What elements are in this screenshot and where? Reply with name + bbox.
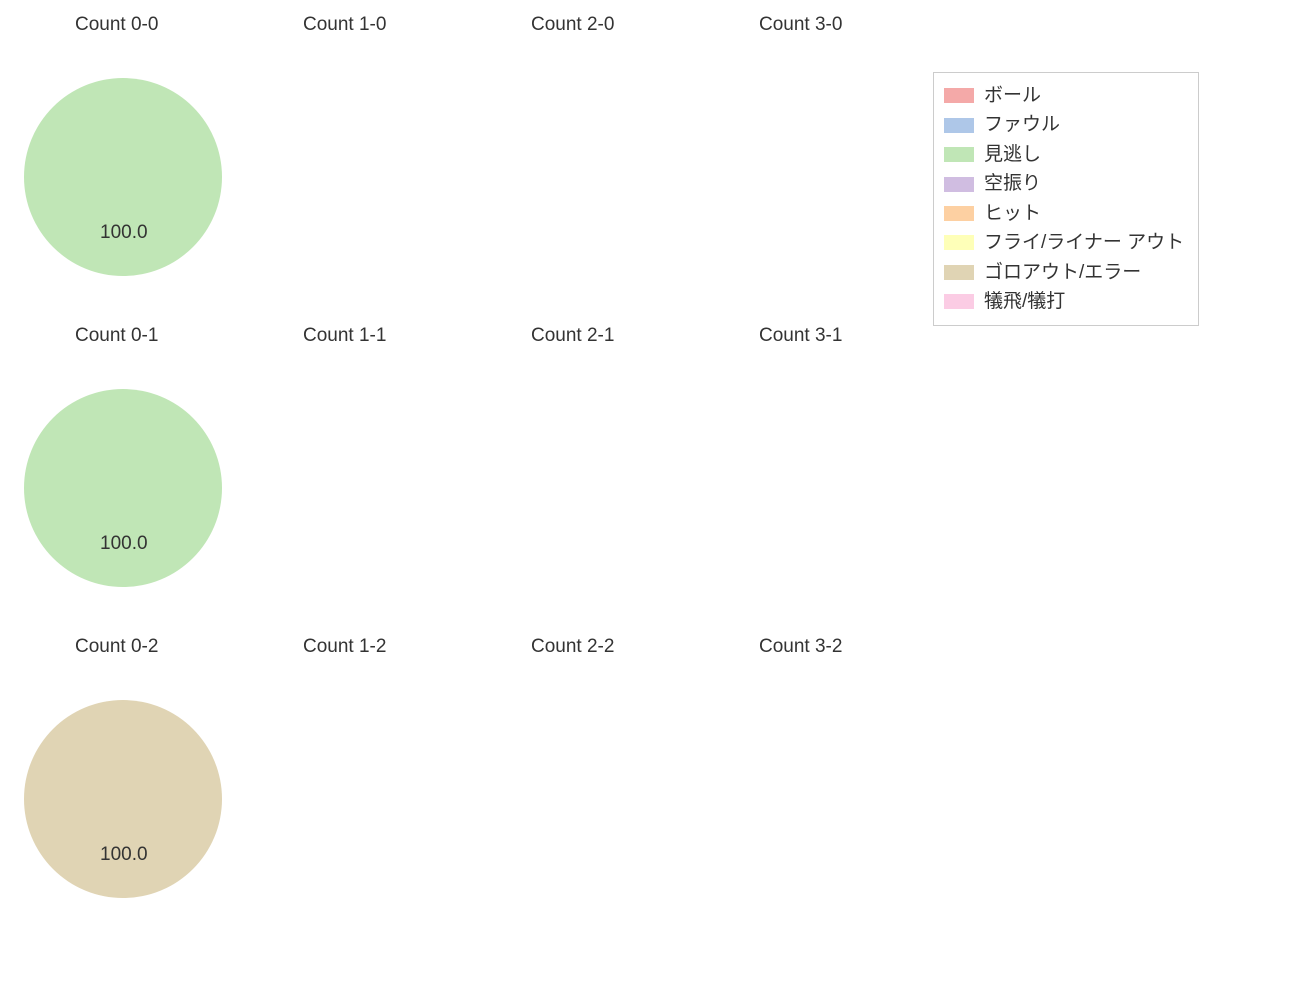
legend-item-swing: 空振り bbox=[944, 169, 1184, 198]
legend-swatch bbox=[944, 206, 974, 221]
legend-label: 犠飛/犠打 bbox=[984, 287, 1065, 316]
pie bbox=[24, 389, 222, 587]
chart-canvas: Count 0-0 100.0 Count 1-0 Count 2-0 Count 3-… bbox=[0, 0, 1300, 1000]
legend-swatch bbox=[944, 147, 974, 162]
legend-item-flyout: フライ/ライナー アウト bbox=[944, 228, 1184, 257]
panel-count-1-1: Count 1-1 bbox=[237, 325, 465, 636]
panel-count-1-0: Count 0-1 100.0 bbox=[9, 325, 237, 636]
legend-label: ヒット bbox=[984, 199, 1041, 228]
legend-item-called: 見逃し bbox=[944, 140, 1184, 169]
legend-swatch bbox=[944, 235, 974, 250]
panel-count-0-1: Count 1-0 bbox=[237, 14, 465, 325]
panel-title: Count 1-0 bbox=[303, 14, 386, 36]
panel-title: Count 2-2 bbox=[531, 636, 614, 658]
legend-item-foul: ファウル bbox=[944, 110, 1184, 139]
pie bbox=[24, 700, 222, 898]
panel-title: Count 3-0 bbox=[759, 14, 842, 36]
legend-swatch bbox=[944, 265, 974, 280]
panel-title: Count 0-1 bbox=[75, 325, 158, 347]
legend-label: ファウル bbox=[984, 110, 1060, 139]
panel-count-0-2: Count 2-0 bbox=[465, 14, 693, 325]
panel-count-2-3: Count 3-2 bbox=[693, 636, 921, 947]
legend-swatch bbox=[944, 88, 974, 103]
legend-item-hit: ヒット bbox=[944, 199, 1184, 228]
panel-count-0-0: Count 0-0 100.0 bbox=[9, 14, 237, 325]
panel-count-1-2: Count 2-1 bbox=[465, 325, 693, 636]
pie bbox=[24, 78, 222, 276]
panel-title: Count 2-0 bbox=[531, 14, 614, 36]
legend-swatch bbox=[944, 118, 974, 133]
legend-item-sac: 犠飛/犠打 bbox=[944, 287, 1184, 316]
pie-value-label: 100.0 bbox=[100, 844, 148, 866]
panel-count-1-3: Count 3-1 bbox=[693, 325, 921, 636]
legend-item-groundout: ゴロアウト/エラー bbox=[944, 258, 1184, 287]
panel-count-2-1: Count 1-2 bbox=[237, 636, 465, 947]
panel-title: Count 1-2 bbox=[303, 636, 386, 658]
legend-label: ボール bbox=[984, 81, 1041, 110]
panel-count-0-3: Count 3-0 bbox=[693, 14, 921, 325]
legend-swatch bbox=[944, 294, 974, 309]
pie-value-label: 100.0 bbox=[100, 533, 148, 555]
legend-label: ゴロアウト/エラー bbox=[984, 258, 1141, 287]
legend-swatch bbox=[944, 177, 974, 192]
legend-item-ball: ボール bbox=[944, 81, 1184, 110]
panel-count-2-2: Count 2-2 bbox=[465, 636, 693, 947]
legend: ボールファウル見逃し空振りヒットフライ/ライナー アウトゴロアウト/エラー犠飛/… bbox=[933, 72, 1199, 326]
panel-title: Count 1-1 bbox=[303, 325, 386, 347]
panel-title: Count 3-1 bbox=[759, 325, 842, 347]
legend-label: 空振り bbox=[984, 169, 1041, 198]
legend-label: フライ/ライナー アウト bbox=[984, 228, 1184, 257]
panel-title: Count 2-1 bbox=[531, 325, 614, 347]
panel-title: Count 0-2 bbox=[75, 636, 158, 658]
panel-title: Count 0-0 bbox=[75, 14, 158, 36]
panel-title: Count 3-2 bbox=[759, 636, 842, 658]
pie-value-label: 100.0 bbox=[100, 222, 148, 244]
legend-label: 見逃し bbox=[984, 140, 1041, 169]
panel-count-2-0: Count 0-2 100.0 bbox=[9, 636, 237, 947]
